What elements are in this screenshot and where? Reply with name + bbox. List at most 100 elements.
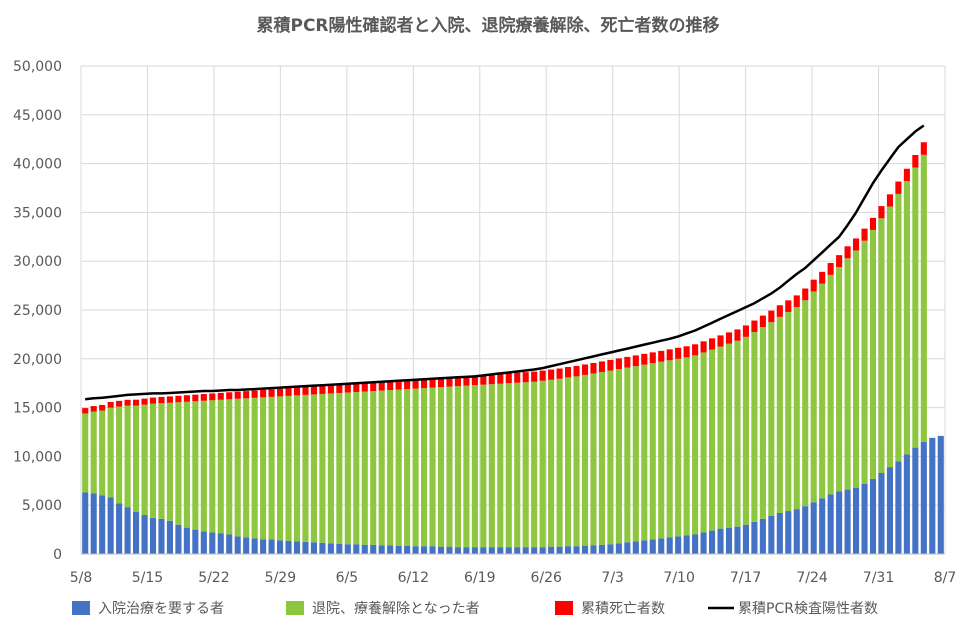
bar-segment-series-2 (903, 168, 910, 182)
bar-segment-series-0 (734, 526, 741, 554)
bar-segment-series-1 (556, 378, 563, 547)
bar-segment-series-0 (759, 518, 766, 554)
y-tick-label: 25,000 (13, 303, 62, 319)
bar-segment-series-0 (641, 540, 648, 554)
bar-segment-series-1 (285, 395, 292, 541)
bar-segment-series-1 (539, 380, 546, 548)
bar-segment-series-0 (886, 467, 893, 554)
bar-segment-series-0 (937, 435, 944, 554)
bar-segment-series-2 (827, 263, 834, 275)
bar-segment-series-0 (505, 547, 512, 554)
bar-segment-series-0 (590, 545, 597, 554)
bar-segment-series-1 (183, 401, 190, 528)
bar-segment-series-1 (90, 411, 97, 494)
bar-segment-series-0 (370, 544, 377, 554)
bar-segment-series-1 (268, 396, 275, 540)
bar-segment-series-0 (793, 509, 800, 554)
bar-segment-series-0 (454, 547, 461, 554)
bar-segment-series-0 (327, 543, 334, 554)
bar-segment-series-2 (183, 395, 190, 402)
bar-segment-series-0 (573, 546, 580, 554)
bar-segment-series-1 (421, 388, 428, 547)
bar-segment-series-2 (751, 320, 758, 332)
bar-segment-series-1 (497, 383, 504, 548)
bar-segment-series-0 (141, 514, 148, 554)
bar-segment-series-1 (336, 392, 343, 544)
bar-segment-series-0 (260, 539, 267, 554)
x-tick-label: 7/10 (663, 570, 694, 586)
y-tick-label: 30,000 (13, 254, 62, 270)
bar-segment-series-1 (565, 377, 572, 547)
bar-segment-series-2 (90, 406, 97, 412)
bar-segment-series-0 (107, 497, 114, 554)
bar-segment-series-1 (327, 393, 334, 544)
bar-segment-series-2 (844, 246, 851, 259)
bar-segment-series-2 (666, 349, 673, 361)
bar-segment-series-2 (759, 315, 766, 328)
bar-segment-series-1 (878, 218, 885, 473)
bar-segment-series-2 (565, 366, 572, 378)
bar-segment-series-2 (539, 370, 546, 381)
bar-segment-series-1 (378, 390, 385, 546)
y-tick-label: 50,000 (13, 59, 62, 75)
bar-segment-series-0 (751, 521, 758, 554)
bar-segment-series-0 (192, 529, 199, 554)
bar-segment-series-0 (531, 547, 538, 554)
y-tick-label: 0 (53, 547, 62, 563)
bar-segment-series-0 (861, 483, 868, 554)
bar-series (82, 142, 944, 554)
bar-segment-series-1 (471, 385, 478, 548)
bar-segment-series-0 (310, 542, 317, 554)
bar-segment-series-2 (853, 238, 860, 251)
bar-segment-series-0 (217, 533, 224, 554)
bar-segment-series-0 (700, 532, 707, 554)
bar-segment-series-2 (869, 217, 877, 230)
bar-segment-series-1 (361, 391, 368, 545)
legend: 入院治療を要する者 退院、療養解除となった者 累積死亡者数 累積PCR検査陽性者数 (72, 600, 878, 617)
bar-segment-series-2 (327, 385, 334, 394)
bar-segment-series-2 (649, 352, 656, 364)
bar-segment-series-2 (607, 359, 614, 371)
bar-segment-series-1 (853, 250, 860, 488)
bar-segment-series-0 (556, 546, 563, 554)
bar-segment-series-1 (869, 229, 877, 479)
bar-segment-series-2 (581, 364, 589, 375)
bar-segment-series-0 (869, 478, 877, 554)
bar-segment-series-2 (658, 350, 665, 362)
bar-segment-series-1 (107, 407, 114, 498)
bar-segment-series-1 (827, 274, 834, 495)
bar-segment-series-1 (209, 400, 216, 533)
bar-segment-series-2 (421, 378, 428, 389)
legend-swatch (286, 601, 304, 615)
bar-segment-series-1 (310, 394, 317, 543)
bar-segment-series-1 (615, 369, 622, 544)
bar-segment-series-1 (675, 358, 682, 537)
bar-segment-series-1 (742, 336, 749, 525)
bar-segment-series-1 (573, 376, 580, 547)
bar-segment-series-1 (810, 291, 817, 503)
bar-segment-series-1 (158, 403, 165, 519)
bar-segment-series-1 (133, 405, 140, 513)
bar-segment-series-0 (810, 502, 817, 554)
bar-segment-series-1 (759, 327, 766, 519)
bar-segment-series-0 (277, 540, 284, 554)
bar-segment-series-0 (412, 546, 419, 554)
bar-segment-series-0 (565, 546, 572, 554)
bar-segment-series-2 (615, 358, 622, 370)
y-tick-label: 45,000 (13, 108, 62, 124)
bar-segment-series-2 (116, 400, 123, 407)
bar-segment-series-1 (844, 258, 851, 490)
bar-segment-series-1 (192, 401, 199, 530)
bar-segment-series-2 (251, 390, 258, 398)
bar-segment-series-0 (624, 542, 631, 554)
bar-segment-series-0 (149, 517, 157, 554)
bar-segment-series-0 (666, 537, 673, 554)
bar-segment-series-0 (116, 503, 123, 554)
legend-label: 累積PCR検査陽性者数 (738, 601, 878, 617)
bar-segment-series-2 (497, 373, 504, 384)
bar-segment-series-2 (149, 397, 157, 404)
bar-segment-series-0 (90, 493, 97, 554)
bar-segment-series-0 (251, 538, 258, 554)
bar-segment-series-0 (124, 507, 131, 554)
bar-segment-series-0 (480, 547, 487, 554)
